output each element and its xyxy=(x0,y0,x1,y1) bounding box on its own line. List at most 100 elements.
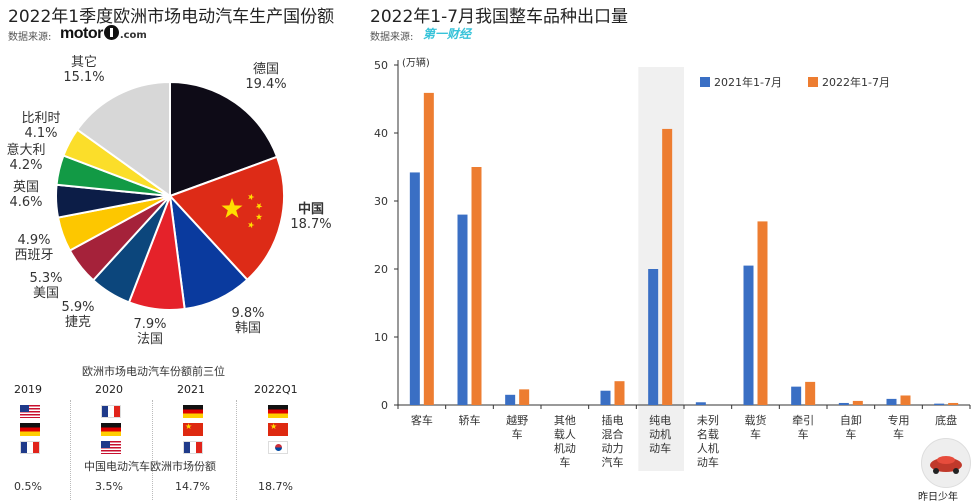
bar xyxy=(852,400,863,405)
pie-chart xyxy=(55,80,285,311)
bar xyxy=(614,381,625,405)
motor1-logo: motor .com xyxy=(60,23,147,43)
pie-label-belgium: 比利时 4.1% xyxy=(18,111,64,141)
bar xyxy=(695,402,706,405)
germany-flag-icon xyxy=(183,405,203,418)
pie-label-pct: 15.1% xyxy=(63,70,105,85)
star-icon xyxy=(221,198,243,218)
x-tick-label: 动机 xyxy=(649,427,671,441)
right-title: 2022年1-7月我国整车品种出口量 xyxy=(370,7,629,27)
x-tick-label: 其他 xyxy=(554,414,576,427)
table-divider xyxy=(236,400,237,500)
x-tick-label: 车 xyxy=(559,455,570,469)
pie-label-pct: 4.6% xyxy=(9,195,43,210)
pie-label-pct: 5.9% xyxy=(61,300,95,315)
x-tick-label: 牵引 xyxy=(792,413,814,427)
bar xyxy=(743,265,754,405)
france-flag-icon xyxy=(20,441,40,454)
bar xyxy=(886,398,897,405)
pie-label-pct: 18.7% xyxy=(290,217,332,232)
pie-label-name: 英国 xyxy=(12,180,39,195)
pie-label-name: 意大利 xyxy=(6,143,46,158)
pie-slice xyxy=(169,80,279,198)
china-share-2021: 14.7% xyxy=(175,480,210,493)
bar xyxy=(505,394,516,405)
motor1-logo-suffix: .com xyxy=(119,30,147,41)
pie-slices xyxy=(55,80,285,311)
pie-label-pct: 19.4% xyxy=(245,77,287,92)
watermark-car-icon xyxy=(921,438,971,488)
y-tick-label: 30 xyxy=(374,195,388,208)
x-tick-labels: 客车 轿车 越野车其他载人机动车插电混合动力汽车纯电动机动车未列名载人机动车载货车牵… xyxy=(411,413,957,469)
x-tick-label: 车 xyxy=(845,427,856,441)
watermark-text: 昨日少年 xyxy=(918,492,958,503)
top3-title: 欧洲市场电动汽车份额前三位 xyxy=(82,365,225,378)
y-axis-label: (万辆) xyxy=(402,56,430,69)
motor1-logo-text: motor xyxy=(60,25,103,42)
bar xyxy=(471,167,482,405)
x-tick-label: 车 xyxy=(893,427,904,441)
us-flag-icon xyxy=(101,441,121,454)
pie-label-other: 其它 15.1% xyxy=(60,55,108,85)
star-icon xyxy=(248,193,255,201)
x-tick-label: 动车 xyxy=(697,455,719,469)
bar xyxy=(900,395,911,405)
pie-slice xyxy=(168,155,285,282)
pie-label-name: 德国 xyxy=(252,62,279,77)
pie-label-name: 其它 xyxy=(70,55,97,70)
pie-label-usa: 5.3% 美国 xyxy=(22,271,70,301)
highlight-band-rect xyxy=(638,67,684,471)
china-share-2022q1: 18.7% xyxy=(258,480,293,493)
left-source-label: 数据来源: xyxy=(8,32,52,43)
pie-label-pct: 4.1% xyxy=(24,126,58,141)
germany-flag-icon xyxy=(268,405,288,418)
bar xyxy=(948,402,959,405)
bar xyxy=(838,402,849,405)
pie-label-pct: 4.2% xyxy=(9,158,43,173)
pie-label-china: 中国 18.7% xyxy=(284,202,338,232)
pie-label-name: 韩国 xyxy=(234,321,261,336)
highlight-band xyxy=(638,67,684,471)
x-tick-label: 机动 xyxy=(554,441,576,455)
germany-flag-icon xyxy=(20,423,40,436)
china-flag-icon: ★ xyxy=(268,422,288,436)
pie-label-korea: 9.8% 韩国 xyxy=(222,306,274,336)
bar xyxy=(791,386,802,405)
china-flag-stars-icon xyxy=(221,193,263,229)
france-flag-icon xyxy=(101,405,121,418)
bar xyxy=(457,214,468,405)
star-icon xyxy=(255,213,263,220)
france-flag-icon xyxy=(183,441,203,454)
x-tick-label: 轿车 xyxy=(459,413,481,427)
bar xyxy=(648,269,659,405)
bar-marks xyxy=(409,92,959,406)
x-tick-label: 纯电 xyxy=(649,414,671,427)
x-tick-label: 载人 xyxy=(554,428,576,441)
bar xyxy=(600,390,611,405)
pie-label-name: 比利时 xyxy=(21,111,61,126)
y-tick-label: 40 xyxy=(374,127,388,140)
china-share-title: 中国电动汽车欧洲市场份额 xyxy=(84,460,216,473)
x-tick-label: 插电 xyxy=(602,413,624,427)
us-flag-icon xyxy=(20,405,40,418)
pie-label-pct: 5.3% xyxy=(29,271,63,286)
pie-label-france: 7.9% 法国 xyxy=(124,317,176,347)
china-share-2019: 0.5% xyxy=(14,480,42,493)
car-icon xyxy=(930,456,962,474)
x-tick-label: 自卸 xyxy=(840,413,862,427)
bar xyxy=(423,92,434,405)
legend-swatch xyxy=(808,77,818,87)
x-tick-label: 人机 xyxy=(697,441,719,455)
y-tick-label: 10 xyxy=(374,331,388,344)
star-icon xyxy=(255,203,263,210)
bar xyxy=(757,221,768,405)
legend-label: 2022年1-7月 xyxy=(822,75,890,89)
pie-label-uk: 英国 4.6% xyxy=(4,180,48,210)
bar-axes: 0 10 20 30 40 50 (万辆) xyxy=(374,56,971,412)
pie-label-name: 中国 xyxy=(297,202,324,217)
pie-label-name: 美国 xyxy=(32,286,59,301)
y-tick-label: 50 xyxy=(374,59,388,72)
x-tick-label: 车 xyxy=(750,427,761,441)
x-tick-label: 车 xyxy=(798,427,809,441)
